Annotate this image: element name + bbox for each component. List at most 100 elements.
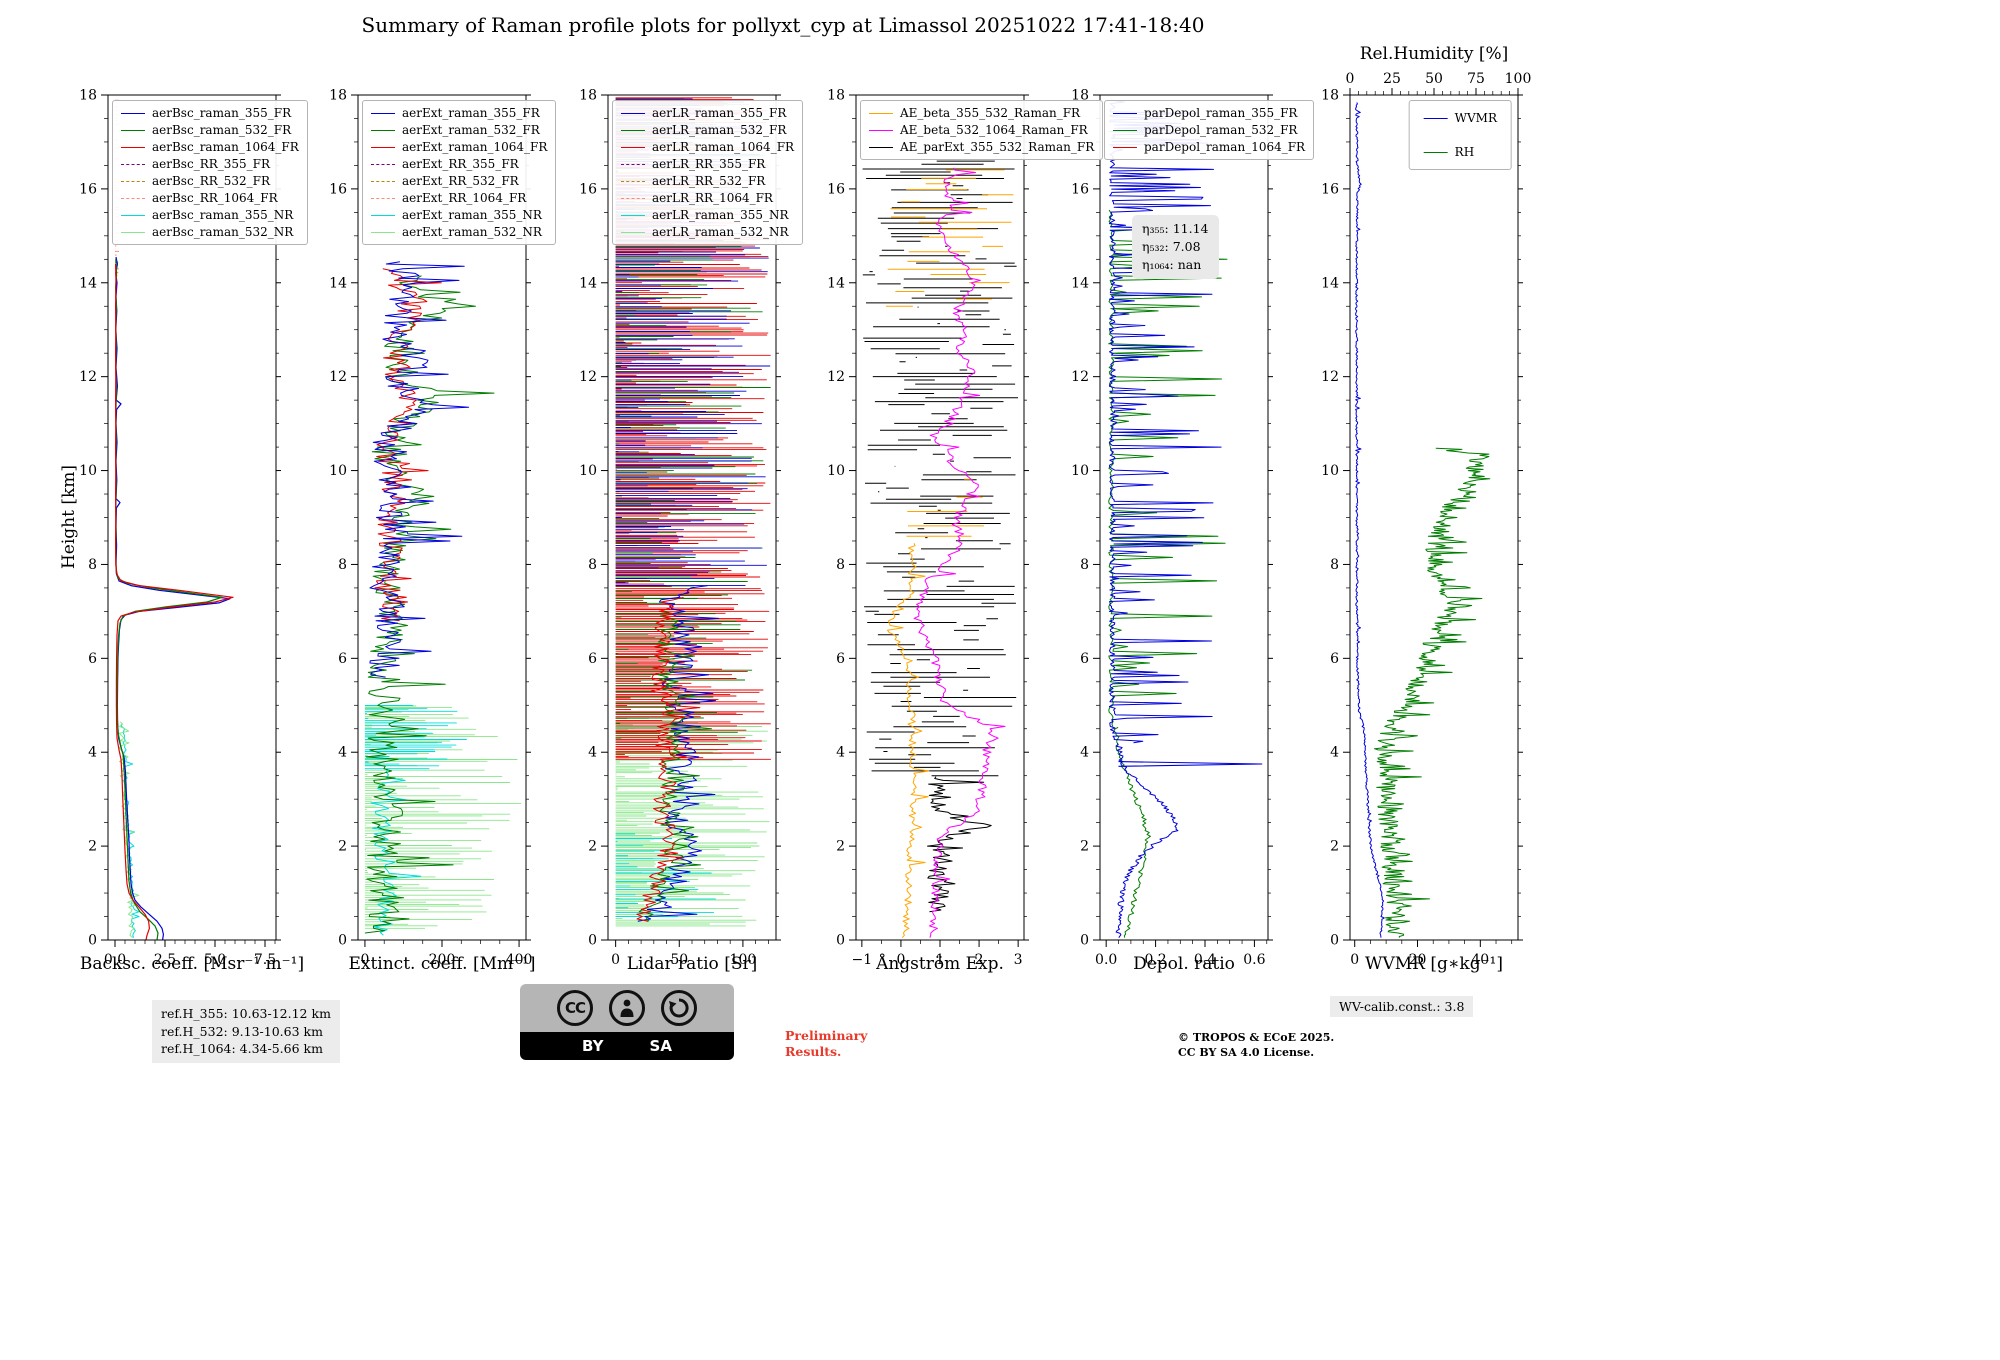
series-aerExt_raman_355_NR — [370, 768, 422, 936]
legend-item: aerLR_raman_1064_FR — [621, 140, 794, 154]
y-tick-label: 12 — [579, 369, 597, 385]
y-tick-label: 4 — [1080, 745, 1089, 761]
legend-label: aerBsc_raman_355_FR — [152, 106, 292, 120]
series-aerBsc_raman_1064_FR — [115, 263, 234, 940]
legend-label: aerExt_raman_355_NR — [402, 208, 542, 222]
x-tick-label: 50 — [670, 952, 688, 968]
y-axis-label: Height [km] — [59, 464, 79, 570]
copyright-line1: © TROPOS & ECoE 2025. — [1178, 1031, 1335, 1044]
x-label-depol: Depol. ratio — [1133, 954, 1235, 974]
copyright-note: © TROPOS & ECoE 2025. CC BY SA 4.0 Licen… — [1178, 1031, 1334, 1061]
wv-calibration-box: WV-calib.const.: 3.8 — [1330, 996, 1474, 1017]
x-tick-label: 3 — [1014, 952, 1023, 968]
legend-swatch — [621, 197, 645, 199]
x-tick-label: 200 — [429, 952, 456, 968]
series-AE_beta_355_532_Raman_FR — [885, 169, 1014, 307]
legend-swatch — [621, 146, 645, 148]
y-tick-label: 16 — [329, 181, 347, 197]
cc-by-sa-badge: CC BY SA — [520, 984, 734, 1060]
y-tick-label: 12 — [1321, 369, 1339, 385]
y-tick-label: 14 — [1071, 275, 1089, 291]
legend-label: aerExt_raman_532_FR — [402, 123, 540, 137]
legend-swatch — [121, 163, 145, 165]
x-label-angstrom: Ångström Exp. — [876, 954, 1004, 974]
x-tick-label: 0 — [611, 952, 620, 968]
series-aerExt_raman_532_FR — [364, 275, 495, 934]
series-aerLR_raman_532_FR — [638, 610, 712, 922]
legend-swatch — [371, 163, 395, 165]
x-tick-label: 0.0 — [1095, 952, 1117, 968]
cc-sa-label: SA — [649, 1037, 672, 1055]
panel-frame-wvmr — [1349, 94, 1519, 941]
x-label-backscatter: Backsc. coeff. [Msr⁻¹ m⁻¹] — [79, 954, 305, 974]
figure-title: Summary of Raman profile plots for polly… — [361, 13, 1205, 37]
legend-label: aerLR_raman_355_FR — [652, 106, 787, 120]
legend-item: aerExt_RR_355_FR — [371, 157, 547, 171]
legend-lidar-ratio: aerLR_raman_355_FR aerLR_raman_532_FR aerL… — [612, 100, 804, 245]
legend-item: aerBsc_raman_355_FR — [121, 106, 299, 120]
legend-item: aerLR_raman_355_NR — [621, 208, 794, 222]
preliminary-line2: Results. — [785, 1044, 842, 1060]
y-tick-label: 12 — [827, 369, 845, 385]
y-tick-label: 6 — [1330, 651, 1339, 667]
legend-label: aerBsc_raman_532_NR — [152, 225, 294, 239]
y-tick-label: 8 — [588, 557, 597, 573]
legend-item: RH — [1423, 145, 1497, 159]
y-tick-label: 0 — [1080, 933, 1089, 949]
top-tick-label: 25 — [1383, 71, 1401, 87]
cc-icon: CC — [557, 990, 593, 1026]
legend-swatch — [371, 197, 395, 199]
y-tick-label: 18 — [827, 88, 845, 104]
top-axis-label-rh: Rel.Humidity [%] — [1359, 44, 1509, 64]
legend-label: aerExt_raman_532_NR — [402, 225, 542, 239]
x-tick-label: 0 — [896, 952, 905, 968]
y-tick-label: 6 — [338, 651, 347, 667]
share-alike-glyph — [669, 998, 689, 1018]
legend-label: aerLR_raman_1064_FR — [652, 140, 795, 154]
series-parDepol_raman_532_FR — [1108, 209, 1228, 727]
legend-label: AE_beta_532_1064_Raman_FR — [900, 123, 1088, 137]
legend-item: aerLR_raman_355_FR — [621, 106, 794, 120]
series-aerExt_raman_355_FR — [369, 261, 470, 678]
series-parDepol_raman_355_FR — [1115, 743, 1179, 938]
legend-swatch — [371, 112, 395, 114]
y-tick-label: 0 — [588, 933, 597, 949]
x-tick-label: 2 — [975, 952, 984, 968]
legend-item: aerBsc_RR_532_FR — [121, 174, 299, 188]
x-tick-label: 0.4 — [1194, 952, 1216, 968]
legend-label: aerLR_RR_532_FR — [652, 174, 766, 188]
legend-swatch — [371, 146, 395, 148]
x-tick-label: 5.0 — [204, 952, 226, 968]
x-label-extinction: Extinct. coeff. [Mm⁻¹] — [348, 954, 536, 974]
legend-label: aerBsc_RR_355_FR — [152, 157, 271, 171]
cc-badge-icons: CC — [520, 984, 734, 1032]
legend-item: aerBsc_raman_1064_FR — [121, 140, 299, 154]
legend-item: aerBsc_RR_355_FR — [121, 157, 299, 171]
y-tick-label: 4 — [88, 745, 97, 761]
legend-swatch — [121, 197, 145, 199]
x-tick-label: 0.2 — [1144, 952, 1166, 968]
x-tick-label: 1 — [936, 952, 945, 968]
y-tick-label: 0 — [836, 933, 845, 949]
y-tick-label: 16 — [579, 181, 597, 197]
legend-item: aerExt_RR_1064_FR — [371, 191, 547, 205]
legend-swatch — [621, 214, 645, 216]
legend-label: aerLR_raman_355_NR — [652, 208, 789, 222]
y-tick-label: 16 — [827, 181, 845, 197]
series-aerExt_raman_1064_FR — [374, 268, 442, 622]
x-tick-label: 0 — [360, 952, 369, 968]
legend-item: aerExt_raman_532_FR — [371, 123, 547, 137]
legend-label: aerLR_raman_532_FR — [652, 123, 787, 137]
series-parDepol_raman_355_FR — [1108, 99, 1222, 744]
y-tick-label: 0 — [88, 933, 97, 949]
legend-swatch — [621, 180, 645, 182]
y-tick-label: 8 — [88, 557, 97, 573]
legend-swatch — [869, 146, 893, 148]
person-glyph — [620, 999, 634, 1017]
legend-swatch — [621, 163, 645, 165]
legend-label: RH — [1454, 145, 1475, 159]
panel-series-extinction — [364, 261, 521, 936]
legend-label: aerLR_raman_532_NR — [652, 225, 789, 239]
cc-badge-text: BY SA — [520, 1032, 734, 1060]
